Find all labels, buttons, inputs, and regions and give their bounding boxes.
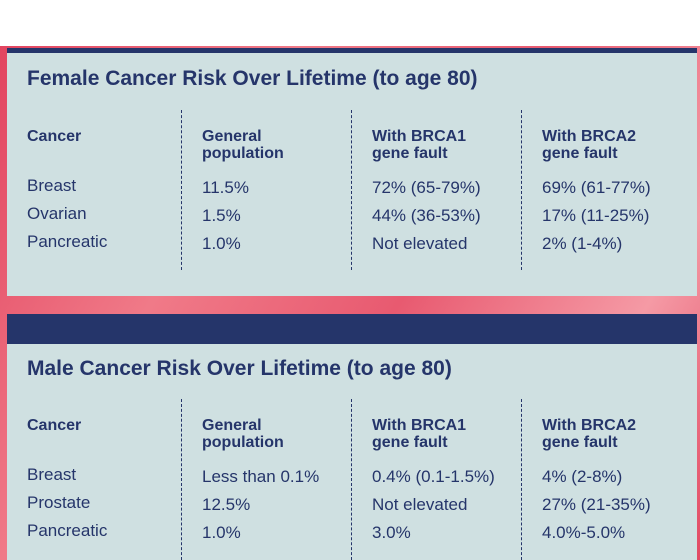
male-row-brca2: 27% (21-35%) (542, 495, 651, 514)
female-row-brca2: 2% (1-4%) (542, 234, 623, 253)
male-header-brca1: With BRCA1 gene fault (372, 417, 467, 451)
female-brca2-column: With BRCA2 gene fault 69% (61-77%) 17% (… (521, 110, 691, 270)
male-row-cancer: Breast (27, 465, 77, 484)
female-risk-panel: Female Cancer Risk Over Lifetime (to age… (7, 48, 697, 296)
male-general-column: General population Less than 0.1% 12.5% … (181, 399, 351, 560)
male-row-cancer: Pancreatic (27, 521, 108, 540)
male-cancer-column: Cancer Breast Prostate Pancreatic (7, 399, 177, 560)
male-panel-title: Male Cancer Risk Over Lifetime (to age 8… (27, 357, 452, 380)
male-row-brca2: 4% (2-8%) (542, 467, 623, 486)
female-row-brca2: 69% (61-77%) (542, 178, 651, 197)
male-panel-header-band (7, 314, 697, 344)
male-row-brca1: 0.4% (0.1-1.5%) (372, 467, 495, 486)
male-header-cancer: Cancer (27, 417, 82, 434)
female-header-cancer: Cancer (27, 128, 82, 145)
male-row-general: 1.0% (202, 523, 241, 542)
male-header-general: General population (202, 417, 284, 451)
male-header-brca2: With BRCA2 gene fault (542, 417, 637, 451)
female-brca1-column: With BRCA1 gene fault 72% (65-79%) 44% (… (351, 110, 521, 270)
female-row-brca2: 17% (11-25%) (542, 206, 650, 225)
male-row-brca1: 3.0% (372, 523, 411, 542)
female-row-cancer: Breast (27, 176, 77, 195)
male-row-general: 12.5% (202, 495, 251, 514)
female-header-brca1: With BRCA1 gene fault (372, 128, 467, 162)
female-row-general: 1.5% (202, 206, 241, 225)
female-cancer-column: Cancer Breast Ovarian Pancreatic (7, 110, 177, 270)
female-row-general: 1.0% (202, 234, 241, 253)
male-row-general: Less than 0.1% (202, 467, 320, 486)
female-row-cancer: Ovarian (27, 204, 87, 223)
female-header-brca2: With BRCA2 gene fault (542, 128, 637, 162)
female-row-general: 11.5% (202, 178, 249, 197)
female-row-cancer: Pancreatic (27, 232, 108, 251)
male-row-brca2: 4.0%-5.0% (542, 523, 626, 542)
female-general-column: General population 11.5% 1.5% 1.0% (181, 110, 351, 270)
male-brca1-column: With BRCA1 gene fault 0.4% (0.1-1.5%) No… (351, 399, 521, 560)
female-header-general: General population (202, 128, 284, 162)
male-row-cancer: Prostate (27, 493, 91, 512)
male-row-brca1: Not elevated (372, 495, 468, 514)
female-panel-title: Female Cancer Risk Over Lifetime (to age… (27, 67, 478, 90)
female-row-brca1: 72% (65-79%) (372, 178, 481, 197)
male-risk-panel: Male Cancer Risk Over Lifetime (to age 8… (7, 314, 697, 560)
female-row-brca1: Not elevated (372, 234, 468, 253)
female-row-brca1: 44% (36-53%) (372, 206, 481, 225)
male-brca2-column: With BRCA2 gene fault 4% (2-8%) 27% (21-… (521, 399, 691, 560)
